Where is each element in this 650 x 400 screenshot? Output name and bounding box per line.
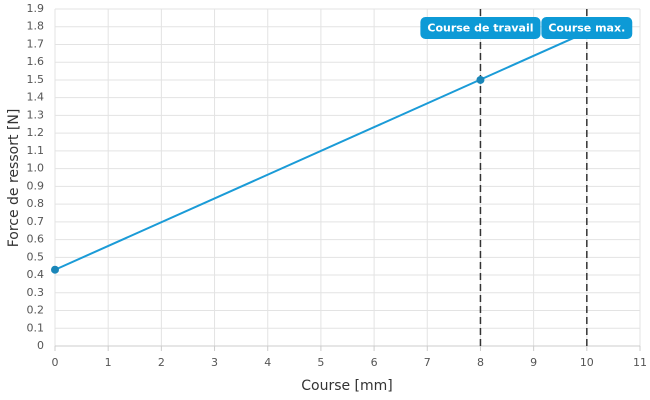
annotation-label: Course max.: [548, 22, 625, 35]
y-tick-label: 1.9: [27, 2, 45, 15]
y-tick-label: 1.8: [27, 20, 45, 33]
x-tick-label: 0: [52, 356, 59, 369]
y-tick-label: 1.0: [27, 162, 45, 175]
x-tick-label: 6: [371, 356, 378, 369]
data-point: [476, 75, 485, 84]
y-tick-label: 1.3: [27, 108, 45, 121]
y-tick-label: 0: [37, 339, 44, 352]
annotation-box: [541, 17, 633, 39]
x-tick-label: 9: [530, 356, 537, 369]
y-tick-label: 0.6: [27, 233, 45, 246]
data-line: [54, 31, 588, 271]
x-tick-label: 8: [477, 356, 484, 369]
x-tick-label: 2: [158, 356, 165, 369]
y-tick-label: 1.2: [27, 126, 45, 139]
y-tick-label: 0.7: [27, 215, 45, 228]
y-tick-label: 1.5: [27, 73, 45, 86]
y-tick-label: 0.9: [27, 179, 45, 192]
y-tick-label: 0.3: [27, 286, 45, 299]
x-tick-label: 3: [211, 356, 218, 369]
annotation-box: [420, 17, 541, 39]
y-tick-label: 0.5: [27, 250, 45, 263]
x-tick-label: 10: [580, 356, 594, 369]
x-tick-label: 7: [424, 356, 431, 369]
annotation-label: Course de travail: [427, 22, 533, 35]
y-tick-label: 0.4: [27, 268, 45, 281]
y-tick-label: 1.4: [27, 91, 45, 104]
y-tick-label: 1.1: [27, 144, 45, 157]
y-tick-label: 0.2: [27, 304, 45, 317]
x-tick-label: 5: [317, 356, 324, 369]
x-tick-label: 1: [105, 356, 112, 369]
y-tick-label: 1.7: [27, 37, 45, 50]
x-tick-label: 4: [264, 356, 271, 369]
y-tick-label: 0.8: [27, 197, 45, 210]
x-tick-label: 11: [633, 356, 647, 369]
x-axis-title: Course [mm]: [301, 378, 393, 394]
data-point: [51, 265, 59, 274]
y-tick-label: 1.6: [27, 55, 45, 68]
y-axis-title: Force de ressort [N]: [6, 109, 22, 248]
y-tick-label: 0.1: [27, 321, 45, 334]
